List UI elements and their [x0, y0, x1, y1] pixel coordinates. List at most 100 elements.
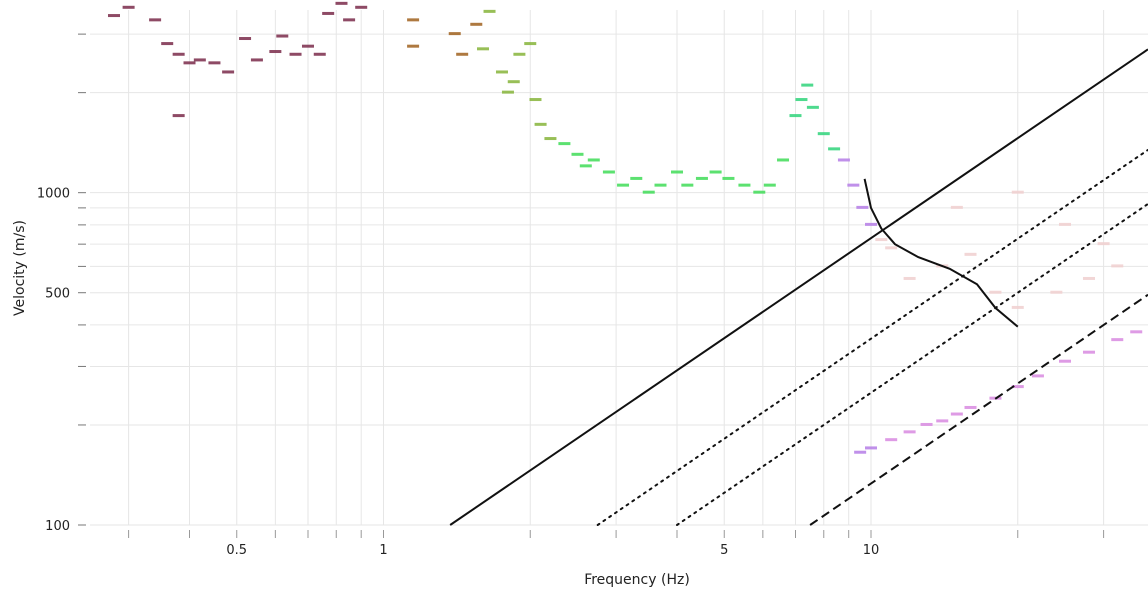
dispersion-point: [856, 205, 869, 209]
dispersion-point: [1058, 222, 1071, 226]
dispersion-point: [1097, 242, 1110, 246]
dispersion-point: [936, 419, 949, 423]
dispersion-point: [738, 183, 751, 187]
dispersion-point: [343, 18, 356, 22]
dispersion-point: [571, 152, 584, 156]
dispersion-point: [355, 5, 368, 9]
dispersion-point: [587, 158, 600, 162]
dispersion-point: [269, 50, 282, 54]
dispersion-point: [524, 42, 537, 46]
dispersion-point: [107, 14, 120, 18]
dispersion-point: [837, 158, 850, 162]
dispersion-point: [865, 446, 878, 450]
dispersion-point: [865, 222, 878, 226]
dispersion-point: [513, 52, 526, 56]
dispersion-point: [483, 9, 496, 13]
x-tick-label: 5: [720, 543, 728, 558]
y-tick-label: 100: [45, 519, 70, 534]
x-tick-label: 10: [863, 543, 880, 558]
dispersion-point: [847, 183, 860, 187]
dispersion-point: [250, 58, 263, 62]
dispersion-point: [681, 183, 694, 187]
dispersion-point: [313, 52, 326, 56]
reference-line-dotted: [596, 148, 1148, 526]
dispersion-point: [950, 412, 963, 416]
dispersion-point: [989, 290, 1002, 294]
dispersion-point: [885, 438, 898, 442]
dispersion-point: [763, 183, 776, 187]
dispersion-points: [107, 1, 1143, 454]
dispersion-point: [617, 183, 630, 187]
dispersion-point: [920, 422, 933, 426]
y-axis-title: Velocity (m/s): [12, 220, 28, 316]
x-tick-label: 0.5: [226, 543, 247, 558]
dispersion-point: [289, 52, 302, 56]
dispersion-point: [1111, 264, 1124, 268]
axis-ticks: 0.5 1 5 10 100 500 1000: [37, 33, 1105, 558]
dispersion-point: [507, 80, 520, 84]
dispersion-point: [630, 176, 643, 180]
y-tick-label: 500: [45, 287, 70, 302]
dispersion-point: [903, 430, 916, 434]
dispersion-point: [161, 42, 174, 46]
dispersion-point: [1031, 374, 1044, 378]
dispersion-point: [875, 238, 888, 242]
dispersion-point: [407, 44, 420, 48]
dispersion-point: [208, 61, 221, 65]
dispersion-point: [753, 190, 766, 194]
dispersion-point: [183, 61, 196, 65]
dispersion-point: [654, 183, 667, 187]
dispersion-point: [806, 105, 819, 109]
dispersion-point: [903, 276, 916, 280]
dispersion-point: [534, 122, 547, 126]
dispersion-point: [470, 22, 483, 26]
x-axis-title: Frequency (Hz): [584, 572, 690, 588]
dispersion-point: [1111, 338, 1124, 342]
dispersion-point: [477, 47, 490, 51]
dispersion-point: [1058, 359, 1071, 363]
dispersion-point: [558, 142, 571, 146]
dispersion-point: [1011, 190, 1024, 194]
dispersion-point: [1130, 330, 1143, 334]
dispersion-point: [801, 83, 814, 87]
dispersion-point: [495, 70, 508, 74]
picked-curve: [863, 178, 1019, 328]
dispersion-point: [964, 252, 977, 256]
dispersion-point: [817, 132, 830, 136]
dispersion-point: [407, 18, 420, 22]
dispersion-point: [722, 176, 735, 180]
dispersion-point: [122, 5, 135, 9]
dispersion-point: [1082, 276, 1095, 280]
grid-lines: [90, 10, 1148, 526]
dispersion-point: [602, 170, 615, 174]
dispersion-point: [172, 52, 185, 56]
picked-dispersion-curve: [863, 178, 1019, 328]
dispersion-point: [854, 450, 867, 454]
dispersion-point: [828, 147, 841, 151]
dispersion-point: [501, 90, 514, 94]
dispersion-point: [789, 114, 802, 118]
y-tick-label: 1000: [37, 187, 70, 202]
dispersion-point: [964, 405, 977, 409]
dispersion-point: [885, 246, 898, 250]
dispersion-point: [529, 98, 542, 102]
reference-line-dotted: [676, 202, 1148, 526]
dispersion-point: [795, 98, 808, 102]
dispersion-point: [335, 1, 348, 5]
reference-line-dashed: [809, 293, 1148, 526]
dispersion-point: [239, 37, 252, 41]
dispersion-point: [222, 70, 235, 74]
dispersion-point: [709, 170, 722, 174]
dispersion-point: [448, 32, 461, 36]
dispersion-point: [276, 34, 289, 38]
dispersion-point: [193, 58, 206, 62]
dispersion-point: [456, 52, 469, 56]
dispersion-point: [149, 18, 162, 22]
dispersion-point: [642, 190, 655, 194]
dispersion-point: [172, 114, 185, 118]
dispersion-point: [1011, 305, 1024, 309]
reference-line-solid: [449, 48, 1148, 526]
dispersion-point: [950, 205, 963, 209]
dispersion-point: [1050, 290, 1063, 294]
